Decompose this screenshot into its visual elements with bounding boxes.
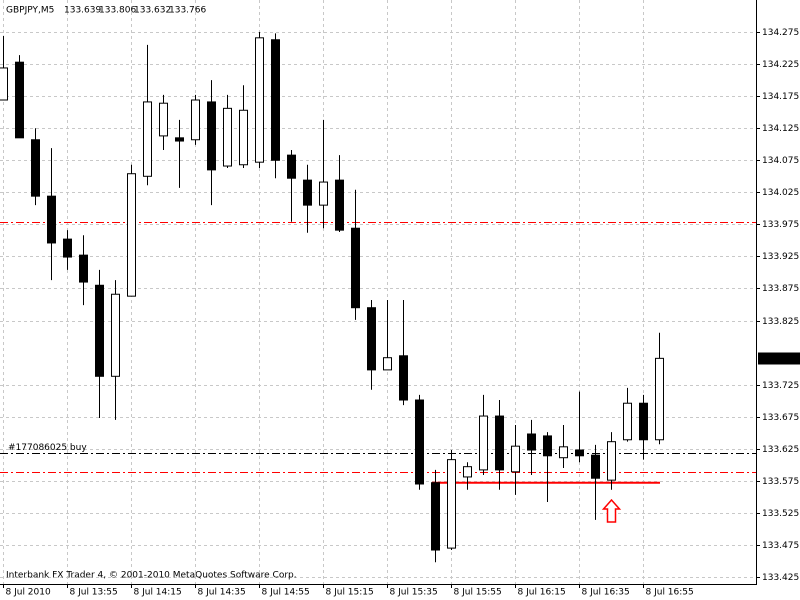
header-open: 133.639 — [64, 6, 101, 16]
candle-body — [223, 107, 232, 167]
levels: #177086025 buy — [0, 222, 756, 523]
y-tick-label: 133.475 — [762, 541, 799, 551]
candle-body — [111, 293, 120, 377]
candle-body — [383, 357, 392, 371]
candle-body — [463, 466, 472, 478]
x-tick-label: 8 Jul 14:15 — [134, 588, 182, 598]
candle-body — [31, 139, 40, 197]
candle-body — [79, 254, 88, 283]
x-tick-label: 8 Jul 16:55 — [646, 588, 694, 598]
header-high: 133.806 — [99, 6, 136, 16]
chart-title: GBPJPY,M5 — [6, 6, 54, 16]
candle-body — [303, 179, 312, 206]
candle-body — [559, 446, 568, 459]
candle-body — [0, 67, 8, 101]
header-close: 133.766 — [169, 6, 206, 16]
y-tick-label: 134.225 — [762, 60, 799, 70]
candle-body — [287, 154, 296, 179]
candle-body — [415, 399, 424, 485]
candle-body — [319, 181, 328, 206]
candle-body — [191, 99, 200, 141]
x-tick-label: 8 Jul 13:55 — [70, 588, 118, 598]
candle-body — [511, 445, 520, 473]
x-tick-label: 8 Jul 14:55 — [262, 588, 310, 598]
x-tick-label: 8 Jul 15:15 — [326, 588, 374, 598]
x-tick-label: 8 Jul 16:35 — [582, 588, 630, 598]
y-tick-label: 133.525 — [762, 509, 799, 519]
candle-body — [431, 482, 440, 551]
y-tick-label: 134.175 — [762, 92, 799, 102]
candle-body — [367, 307, 376, 371]
candles — [0, 32, 664, 563]
y-tick-label: 133.675 — [762, 413, 799, 423]
candle-body — [527, 433, 536, 451]
y-tick-label: 133.575 — [762, 477, 799, 487]
candle-body — [607, 441, 616, 481]
x-tick-label: 8 Jul 15:35 — [390, 588, 438, 598]
candle-body — [127, 173, 136, 297]
buy-arrow — [601, 498, 622, 523]
y-tick-label: 133.625 — [762, 445, 799, 455]
candle-body — [623, 402, 632, 441]
candle-body — [175, 137, 184, 142]
candle-body — [639, 402, 648, 441]
x-tick-label: 8 Jul 15:55 — [454, 588, 502, 598]
y-tick-label: 133.425 — [762, 573, 799, 583]
candle-body — [479, 415, 488, 471]
level-label: #177086025 buy — [8, 443, 87, 453]
candle-body — [351, 227, 360, 309]
candle-body — [47, 195, 56, 244]
candle-body — [335, 179, 344, 231]
candle-body — [15, 61, 24, 139]
y-tick-label: 134.025 — [762, 188, 799, 198]
y-tick-label: 134.125 — [762, 124, 799, 134]
footer: Interbank FX Trader 4, © 2001-2010 MetaQ… — [6, 571, 297, 581]
candle-body — [655, 357, 664, 441]
x-tick-label: 8 Jul 16:15 — [518, 588, 566, 598]
candle-body — [207, 101, 216, 171]
candle-body — [159, 102, 168, 137]
current-price-box — [758, 352, 800, 365]
candle-body — [143, 101, 152, 177]
y-tick-label: 133.725 — [762, 381, 799, 391]
y-tick-label: 134.075 — [762, 156, 799, 166]
candle-body — [447, 459, 456, 549]
candle-body — [255, 37, 264, 163]
candle-body — [575, 449, 584, 457]
x-tick-label: 8 Jul 14:35 — [198, 588, 246, 598]
candle-body — [63, 238, 72, 258]
y-tick-label: 133.975 — [762, 220, 799, 230]
x-tick-label: 8 Jul 2010 — [6, 588, 51, 598]
y-tick-label: 133.925 — [762, 252, 799, 262]
candle-body — [543, 435, 552, 457]
current-price-label: 133.766 — [761, 354, 798, 364]
header-low: 133.632 — [134, 6, 171, 16]
candle-body — [591, 454, 600, 479]
candle-body — [271, 39, 280, 161]
candle-body — [495, 415, 504, 471]
candle-body — [399, 355, 408, 401]
candle-body — [95, 284, 104, 377]
y-tick-label: 134.275 — [762, 28, 799, 38]
candle-body — [239, 109, 248, 166]
y-tick-label: 133.825 — [762, 317, 799, 327]
y-tick-label: 133.875 — [762, 284, 799, 294]
